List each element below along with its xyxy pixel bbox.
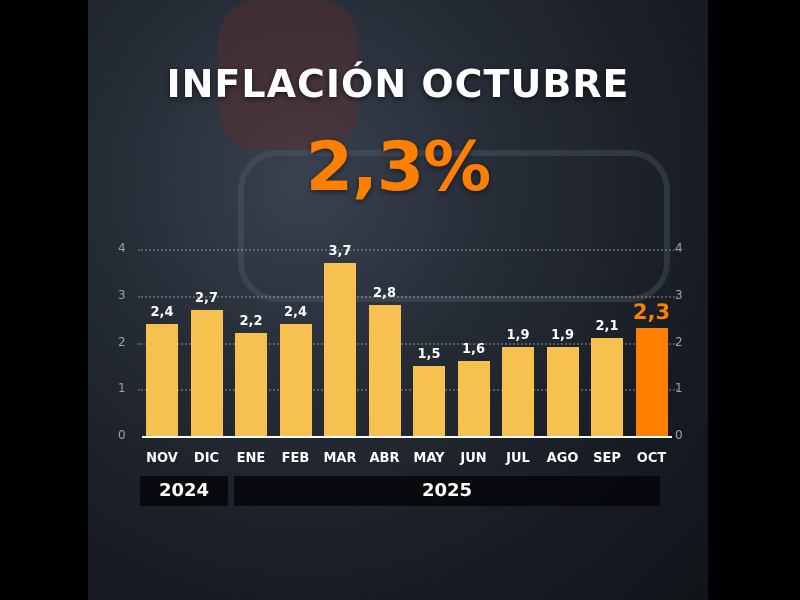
left-axis-tick: 3 <box>118 287 126 302</box>
month-label: NOV <box>146 451 178 466</box>
infographic-card: INFLACIÓN OCTUBRE 2,3% 0 0 1 1 2 2 3 3 4 4 2,4 NOV 2… <box>88 0 708 600</box>
month-label: FEB <box>281 451 310 466</box>
bar-ago <box>546 347 579 436</box>
bar-dic <box>190 309 223 436</box>
value-label: 2,8 <box>372 286 397 302</box>
month-label: MAY <box>413 451 445 466</box>
bar-ene <box>235 333 267 436</box>
bar-feb <box>279 323 312 436</box>
month-label: JUN <box>460 451 487 466</box>
bar-jun <box>457 361 490 436</box>
value-label: 2,4 <box>283 304 308 320</box>
gridline <box>138 342 678 345</box>
bar-sep <box>591 337 623 436</box>
month-label: MAR <box>323 451 357 466</box>
month-label: JUL <box>506 451 530 466</box>
value-label: 2,1 <box>595 318 619 334</box>
right-axis-tick: 1 <box>675 381 683 396</box>
value-label: 1,5 <box>417 346 441 362</box>
bar-mar <box>324 263 356 436</box>
left-axis-tick: 2 <box>118 334 126 349</box>
left-axis-tick: 0 <box>118 428 126 442</box>
month-label: ENE <box>236 451 266 466</box>
right-axis-tick: 3 <box>675 287 683 302</box>
right-axis-tick: 0 <box>675 428 683 442</box>
right-axis-tick: 2 <box>675 334 683 349</box>
bar-oct <box>635 328 668 436</box>
background-hand-shape <box>218 0 358 150</box>
value-label: 3,7 <box>328 244 352 260</box>
value-label: 2,3 <box>632 300 671 325</box>
month-label: ABR <box>369 451 400 466</box>
value-label: 1,9 <box>506 328 530 344</box>
value-label: 2,7 <box>194 290 219 306</box>
value-label: 2,4 <box>150 304 174 320</box>
value-label: 1,9 <box>550 328 575 344</box>
bar-may <box>413 365 445 436</box>
gridline <box>138 295 678 298</box>
left-axis-tick: 4 <box>118 241 126 255</box>
bar-nov <box>146 323 178 436</box>
value-label: 1,6 <box>461 342 486 358</box>
month-label: DIC <box>193 451 220 466</box>
year-label-2024: 2024 <box>140 476 228 506</box>
month-label: OCT <box>636 451 667 466</box>
month-label: SEP <box>593 451 621 466</box>
right-axis-tick: 4 <box>675 241 683 255</box>
background-cart-shape <box>238 150 670 302</box>
page-title: INFLACIÓN OCTUBRE <box>166 62 630 106</box>
headline-value: 2,3% <box>305 128 492 207</box>
gridline <box>138 249 678 251</box>
x-axis-baseline <box>142 436 672 438</box>
left-axis-tick: 1 <box>118 381 126 396</box>
value-label: 2,2 <box>239 314 263 330</box>
bar-abr <box>368 305 401 436</box>
year-label-2025: 2025 <box>234 476 660 506</box>
month-label: AGO <box>546 451 579 466</box>
bar-jul <box>502 347 534 436</box>
gridline <box>138 389 678 392</box>
